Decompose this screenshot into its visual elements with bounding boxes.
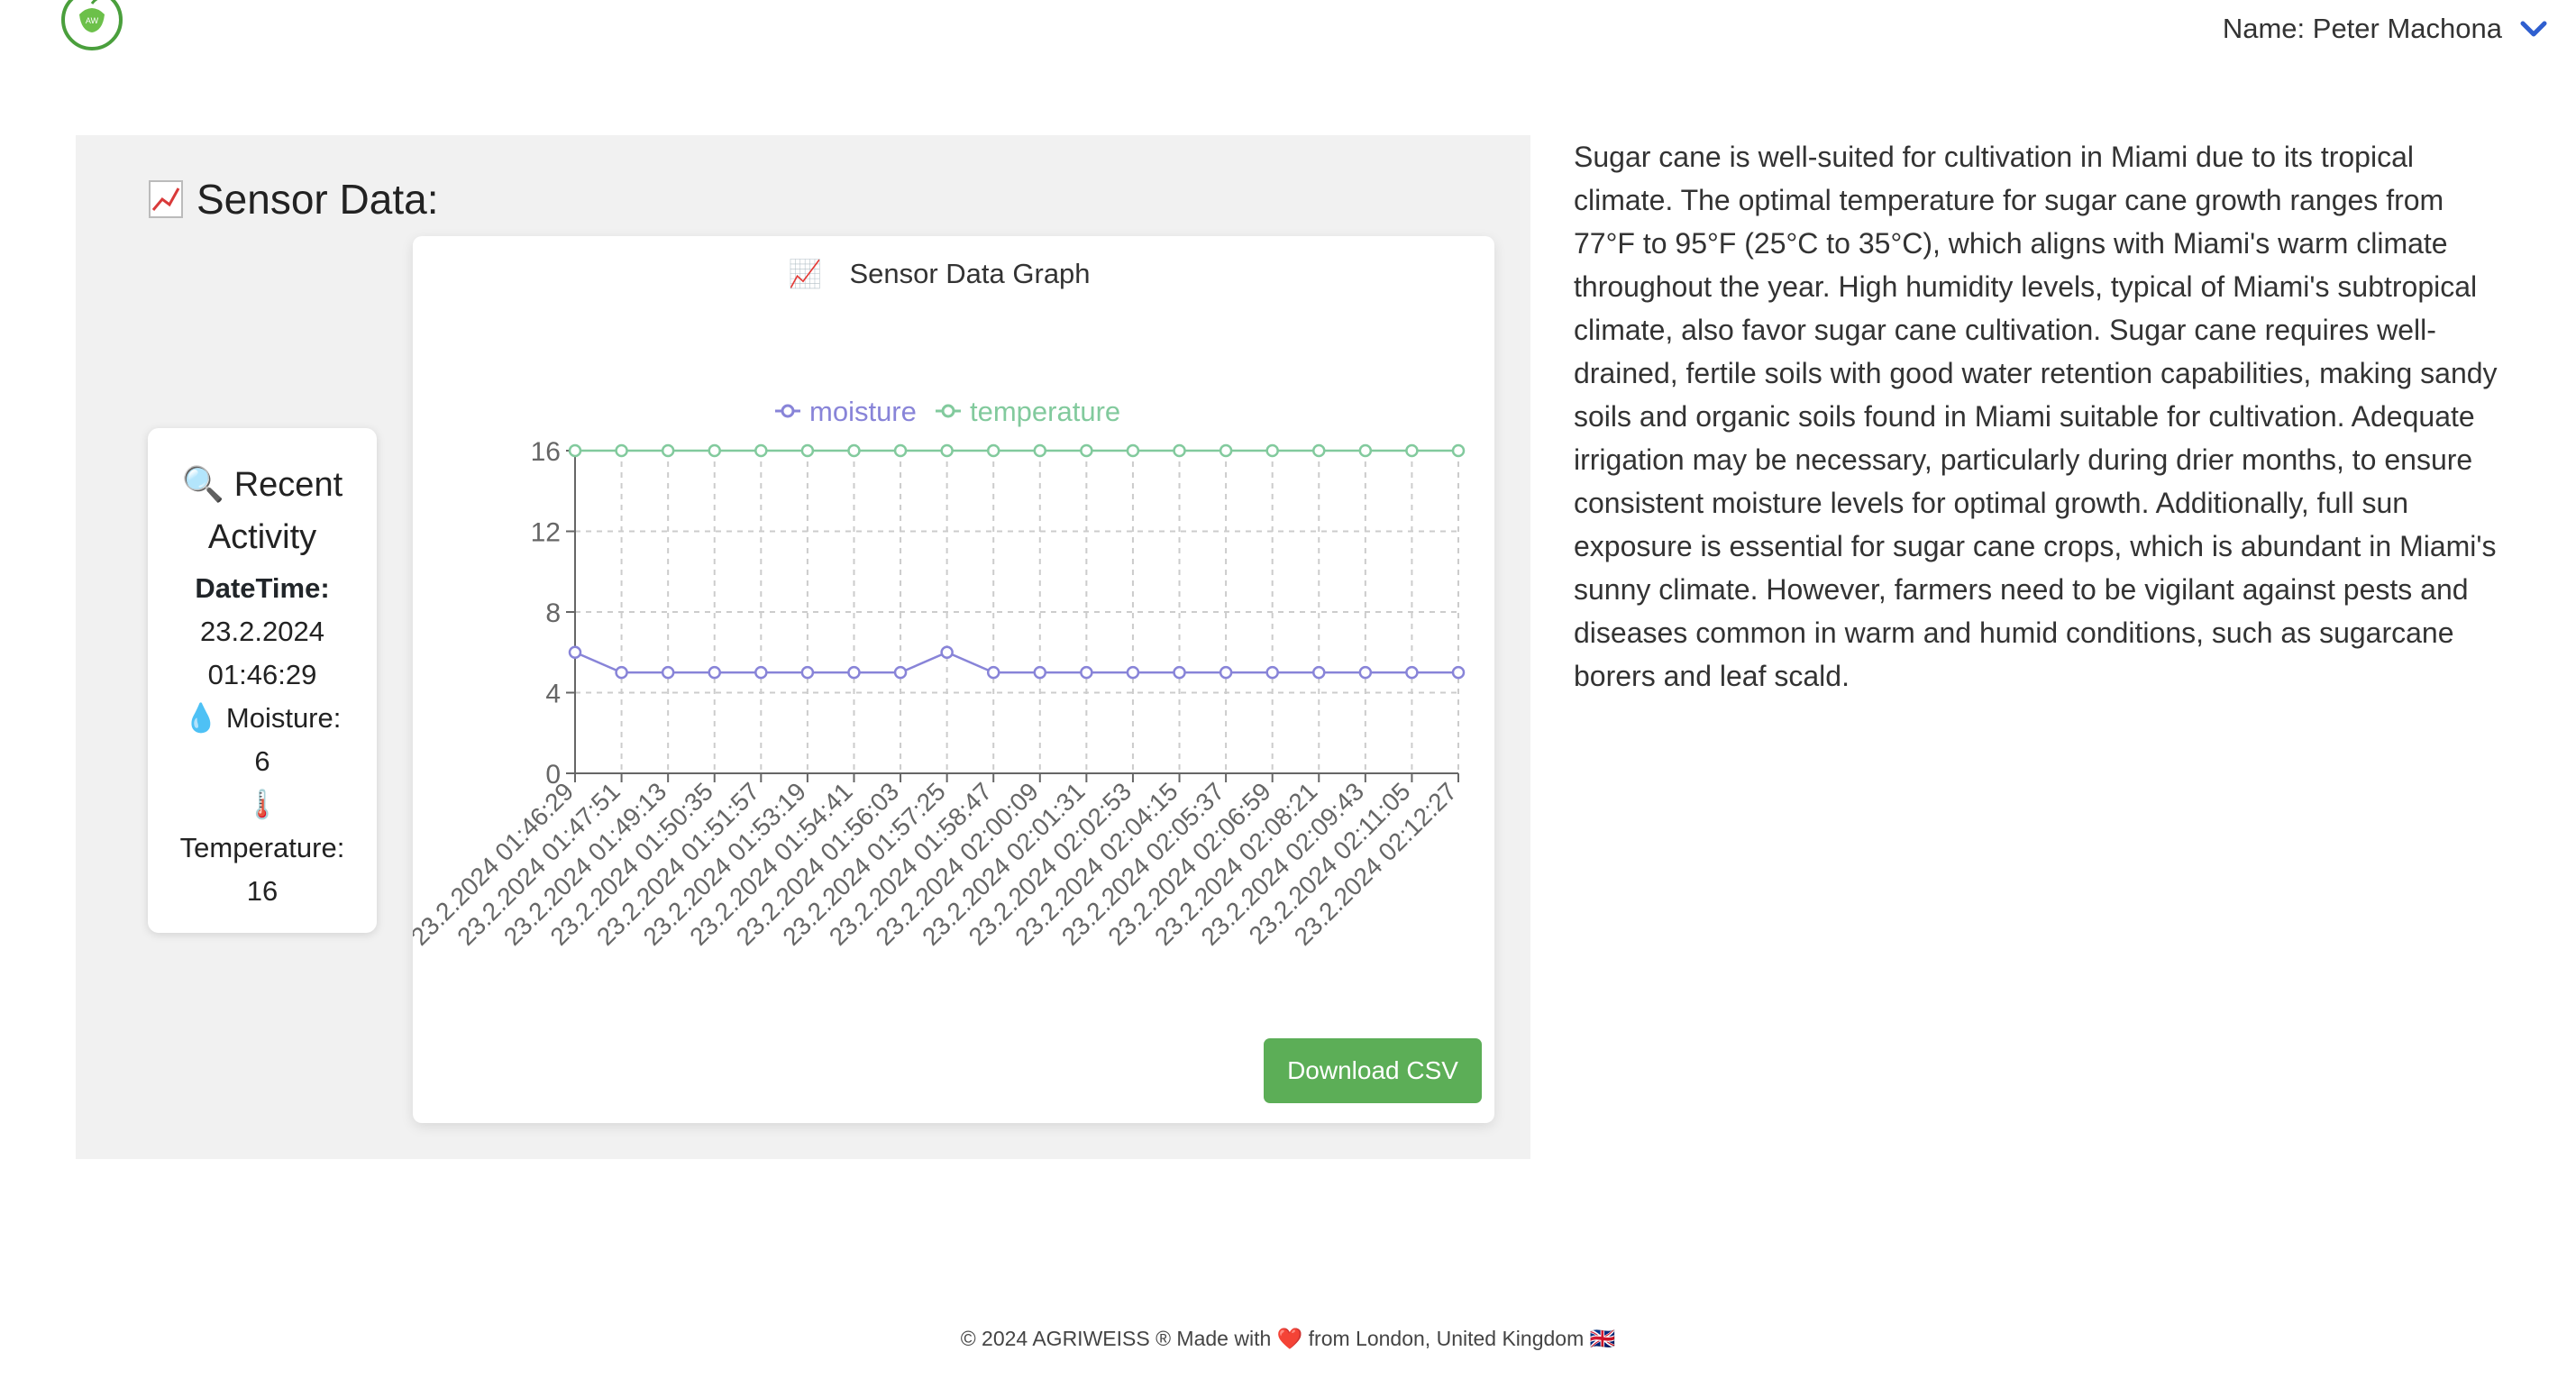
legend-marker-temperature <box>941 404 955 418</box>
data-point-temperature <box>1312 443 1326 458</box>
data-point-moisture <box>800 665 815 680</box>
magnifier-icon: 🔍 <box>181 466 225 504</box>
data-point-temperature <box>1173 443 1186 458</box>
sensor-graph-card: 📈 Sensor Data Graph moisture temperature 0 4 8… <box>413 236 1494 1123</box>
data-point-temperature <box>1033 443 1047 458</box>
data-point-moisture <box>1126 665 1140 680</box>
data-point-moisture <box>754 665 768 680</box>
chart-title: Sensor Data Graph <box>849 258 1090 289</box>
apple-leaf-logo-icon[interactable]: AW <box>59 0 124 52</box>
data-point-moisture <box>708 665 721 680</box>
datetime-date: 23.2.2024 <box>200 616 324 647</box>
sensor-data-panel: Sensor Data: 🔍 Recent Activity DateTime:… <box>76 135 1530 1159</box>
data-point-temperature <box>1265 443 1279 458</box>
data-point-temperature <box>1080 443 1093 458</box>
data-point-temperature <box>1358 443 1373 458</box>
y-tick-label: 12 <box>531 518 561 548</box>
footer-text: © 2024 AGRIWEISS ® Made with ❤️ from Lon… <box>960 1327 1616 1350</box>
series-line-moisture <box>574 651 1458 674</box>
data-point-moisture <box>1080 665 1093 680</box>
datetime-label: DateTime: <box>195 572 330 604</box>
chart-increasing-icon <box>149 180 183 218</box>
data-point-temperature <box>754 443 768 458</box>
data-point-temperature <box>986 443 1000 458</box>
user-menu[interactable]: Name: Peter Machona <box>2223 13 2547 45</box>
data-point-moisture <box>1219 665 1233 680</box>
legend-label-temperature: temperature <box>970 396 1120 427</box>
moisture-label: 💧 Moisture: <box>183 702 342 734</box>
data-point-moisture <box>986 665 1000 680</box>
legend-label-moisture: moisture <box>809 396 917 427</box>
data-point-moisture <box>847 665 861 680</box>
data-point-temperature <box>1126 443 1140 458</box>
chevron-down-icon[interactable] <box>2520 19 2547 39</box>
data-point-moisture <box>615 665 628 680</box>
data-point-moisture <box>1312 665 1326 680</box>
data-point-temperature <box>847 443 861 458</box>
data-point-temperature <box>568 443 582 458</box>
data-point-temperature <box>800 443 815 458</box>
temperature-label: Temperature: <box>179 832 345 863</box>
data-point-moisture <box>1265 665 1279 680</box>
crop-description: Sugar cane is well-suited for cultivatio… <box>1574 141 2498 692</box>
data-point-temperature <box>940 443 954 458</box>
data-point-moisture <box>893 665 908 680</box>
moisture-value: 6 <box>254 745 270 777</box>
data-point-temperature <box>1451 443 1466 458</box>
data-point-temperature <box>708 443 721 458</box>
data-point-moisture <box>940 645 954 659</box>
y-tick-label: 0 <box>545 760 561 790</box>
data-point-temperature <box>893 443 908 458</box>
chart-increasing-icon: 📈 <box>789 258 822 289</box>
data-point-moisture <box>1451 665 1466 680</box>
thermometer-icon: 🌡️ <box>244 789 280 820</box>
data-point-moisture <box>1033 665 1047 680</box>
temperature-value: 16 <box>246 875 279 907</box>
user-name: Name: Peter Machona <box>2222 13 2502 44</box>
data-point-moisture <box>1405 665 1419 680</box>
data-point-temperature <box>1219 443 1233 458</box>
data-point-temperature <box>1405 443 1419 458</box>
data-point-moisture <box>1173 665 1186 680</box>
recent-activity-title: 🔍 Recent Activity <box>181 466 343 556</box>
y-tick-label: 4 <box>545 680 561 709</box>
data-point-temperature <box>661 443 675 458</box>
sensor-data-title: Sensor Data: <box>148 175 438 224</box>
recent-activity-card: 🔍 Recent Activity DateTime: 23.2.2024 01… <box>148 428 377 933</box>
data-point-temperature <box>615 443 628 458</box>
svg-text:AW: AW <box>86 16 99 25</box>
y-tick-label: 8 <box>545 598 561 628</box>
data-point-moisture <box>1358 665 1373 680</box>
datetime-time: 01:46:29 <box>207 659 317 690</box>
data-point-moisture <box>661 665 675 680</box>
y-tick-label: 16 <box>531 437 561 467</box>
sensor-data-chart: 📈 Sensor Data Graph moisture temperature 0 4 8… <box>413 258 1466 951</box>
data-point-moisture <box>568 645 582 659</box>
legend-marker-moisture <box>781 404 795 418</box>
download-csv-button[interactable]: Download CSV <box>1264 1038 1482 1103</box>
droplet-icon: 💧 <box>183 702 219 734</box>
